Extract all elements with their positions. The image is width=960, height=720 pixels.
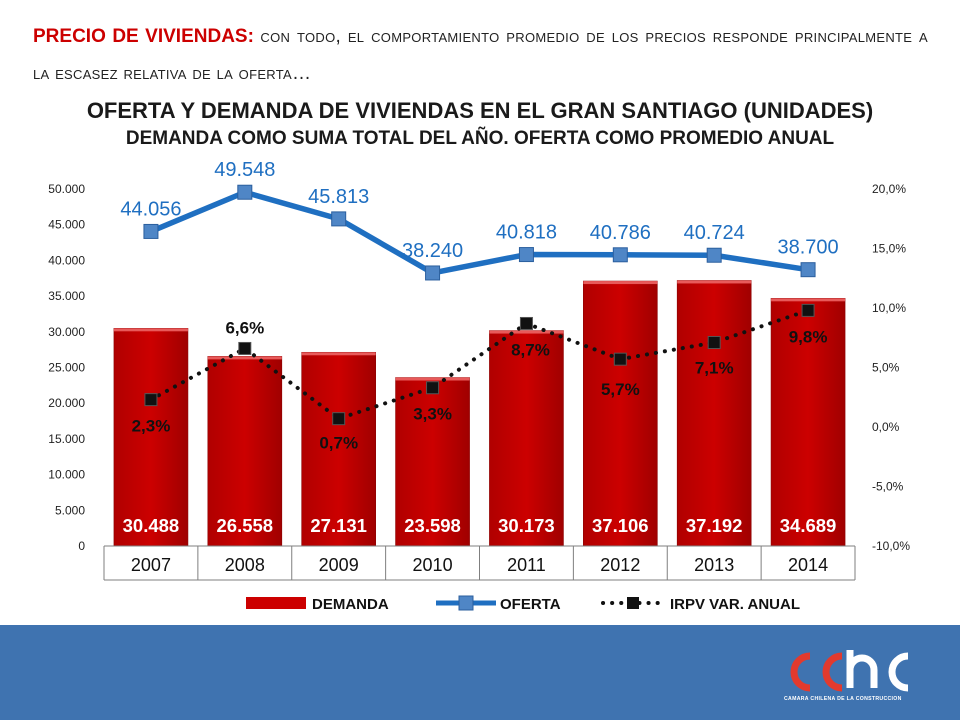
- footer-band: [0, 625, 960, 720]
- x-tick-label: 2011: [507, 555, 546, 575]
- demanda-bar-highlight: [207, 356, 282, 360]
- y-right-tick-label: 20,0%: [872, 182, 906, 196]
- x-tick-label: 2013: [694, 555, 734, 575]
- x-tick-label: 2008: [225, 555, 265, 575]
- irpv-data-label: 8,7%: [511, 340, 550, 359]
- demanda-bar: [489, 330, 564, 547]
- chart-subtitle: DEMANDA COMO SUMA TOTAL DEL AÑO. OFERTA …: [125, 128, 835, 149]
- y-left-tick-label: 40.000: [48, 253, 85, 267]
- y-right-tick-label: 0,0%: [872, 420, 900, 434]
- demanda-bar-highlight: [583, 281, 658, 285]
- legend-irpv-label: IRPV VAR. ANUAL: [670, 596, 800, 613]
- irpv-data-label: 9,8%: [789, 327, 828, 346]
- demanda-bar-highlight: [677, 280, 752, 284]
- demanda-bar: [770, 298, 846, 547]
- x-tick-label: 2012: [600, 555, 640, 575]
- irpv-data-label: 6,6%: [225, 318, 264, 337]
- y-right-tick-label: 15,0%: [872, 242, 906, 256]
- x-tick-label: 2010: [413, 555, 453, 575]
- oferta-data-label: 49.548: [214, 159, 275, 181]
- combo-chart: 0 5.000 10.000 15.000 20.000 25.000 30.000 35.0…: [48, 159, 910, 613]
- y-left-tick-label: 10.000: [48, 468, 85, 482]
- demanda-bar-label: 23.598: [404, 515, 461, 536]
- slide-heading: PRECIO DE VIVIENDAS: CON TODO, EL COMPOR…: [33, 18, 928, 92]
- oferta-marker: [237, 184, 253, 200]
- irpv-marker: [332, 412, 346, 426]
- demanda-bar-highlight: [395, 377, 470, 381]
- y-left-tick-label: 5.000: [55, 503, 85, 517]
- demanda-bar-label: 27.131: [310, 515, 367, 536]
- irpv-marker: [519, 316, 533, 330]
- irpv-line: [148, 308, 811, 421]
- irpv-marker: [144, 393, 158, 407]
- demanda-bar-label: 26.558: [217, 515, 274, 536]
- demanda-bar: [113, 328, 189, 547]
- irpv-data-label: 5,7%: [601, 380, 640, 399]
- demanda-bar-label: 34.689: [780, 515, 837, 536]
- legend-oferta-label: OFERTA: [500, 596, 561, 613]
- irpv-marker: [613, 352, 627, 366]
- demanda-bar-highlight: [301, 352, 376, 356]
- y-right-tick-label: -5,0%: [872, 480, 904, 494]
- oferta-marker: [518, 247, 534, 263]
- demanda-bar: [676, 280, 752, 547]
- irpv-data-label: 3,3%: [413, 405, 452, 424]
- y-left-tick-label: 45.000: [48, 218, 85, 232]
- y-right-tick-label: 10,0%: [872, 301, 906, 315]
- irpv-marker: [707, 336, 721, 350]
- cchc-logo: CAMARA CHILENA DE LA CONSTRUCCION: [784, 650, 909, 702]
- x-tick-label: 2007: [131, 555, 171, 575]
- demanda-bar-highlight: [771, 298, 846, 302]
- oferta-data-label: 40.724: [684, 222, 745, 244]
- oferta-marker: [706, 247, 722, 263]
- demanda-bar: [395, 377, 470, 547]
- heading-lead: PRECIO DE VIVIENDAS:: [33, 26, 254, 47]
- demanda-bar-highlight: [113, 328, 188, 332]
- demanda-bar: [301, 351, 376, 547]
- heading-text: CON TODO, EL COMPORTAMIENTO PROMEDIO DE …: [33, 26, 928, 85]
- irpv-data-label: 0,7%: [319, 434, 358, 453]
- oferta-data-label: 38.240: [402, 240, 463, 262]
- demanda-bar-highlight: [489, 330, 564, 334]
- oferta-marker: [800, 262, 816, 278]
- oferta-marker: [612, 247, 628, 263]
- legend-demanda-swatch: [246, 597, 306, 609]
- oferta-data-label: 45.813: [308, 186, 369, 208]
- irpv-marker: [801, 303, 815, 317]
- y-right-tick-label: -10,0%: [872, 539, 910, 553]
- irpv-data-label: 2,3%: [132, 417, 171, 436]
- y-left-tick-label: 25.000: [48, 361, 85, 375]
- oferta-marker: [143, 223, 159, 239]
- demanda-bar-label: 30.488: [123, 515, 180, 536]
- demanda-bar-label: 37.106: [592, 515, 649, 536]
- y-left-tick-label: 20.000: [48, 396, 85, 410]
- y-left-tick-label: 0: [78, 539, 85, 553]
- legend-demanda-label: DEMANDA: [312, 596, 389, 613]
- x-tick-label: 2009: [319, 555, 359, 575]
- oferta-marker: [331, 211, 347, 227]
- irpv-marker: [238, 341, 252, 355]
- chart-title: OFERTA Y DEMANDA DE VIVIENDAS EN EL GRAN…: [86, 98, 874, 123]
- oferta-data-label: 38.700: [777, 237, 838, 259]
- irpv-marker: [426, 381, 440, 395]
- irpv-data-label: 7,1%: [695, 359, 734, 378]
- demanda-bar-label: 30.173: [498, 515, 555, 536]
- y-left-tick-label: 30.000: [48, 325, 85, 339]
- oferta-data-label: 40.818: [496, 222, 557, 244]
- y-right-tick-label: 5,0%: [872, 361, 900, 375]
- demanda-bar-label: 37.192: [686, 515, 743, 536]
- x-tick-label: 2014: [788, 555, 828, 575]
- cchc-logo-mark: [790, 650, 909, 692]
- y-left-tick-label: 15.000: [48, 432, 85, 446]
- oferta-marker: [425, 265, 441, 281]
- oferta-data-label: 40.786: [590, 222, 651, 244]
- y-left-tick-label: 50.000: [48, 182, 85, 196]
- legend-irpv-marker: [627, 597, 639, 609]
- demanda-bar: [583, 280, 658, 547]
- legend-oferta-marker: [458, 595, 474, 611]
- oferta-line: [149, 189, 809, 276]
- oferta-data-label: 44.056: [120, 198, 181, 220]
- logo-caption: CAMARA CHILENA DE LA CONSTRUCCION: [784, 696, 902, 702]
- y-left-tick-label: 35.000: [48, 289, 85, 303]
